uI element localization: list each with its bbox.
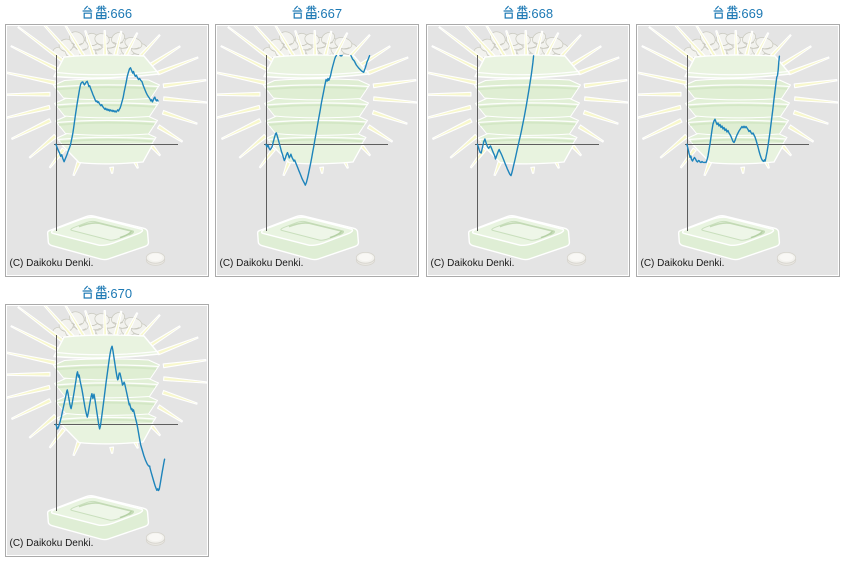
svg-text::669: :669: [737, 6, 762, 21]
svg-text::670: :670: [106, 286, 131, 301]
svg-text::667: :667: [316, 6, 341, 21]
svg-text::666: :666: [106, 6, 131, 21]
svg-text::668: :668: [527, 6, 552, 21]
